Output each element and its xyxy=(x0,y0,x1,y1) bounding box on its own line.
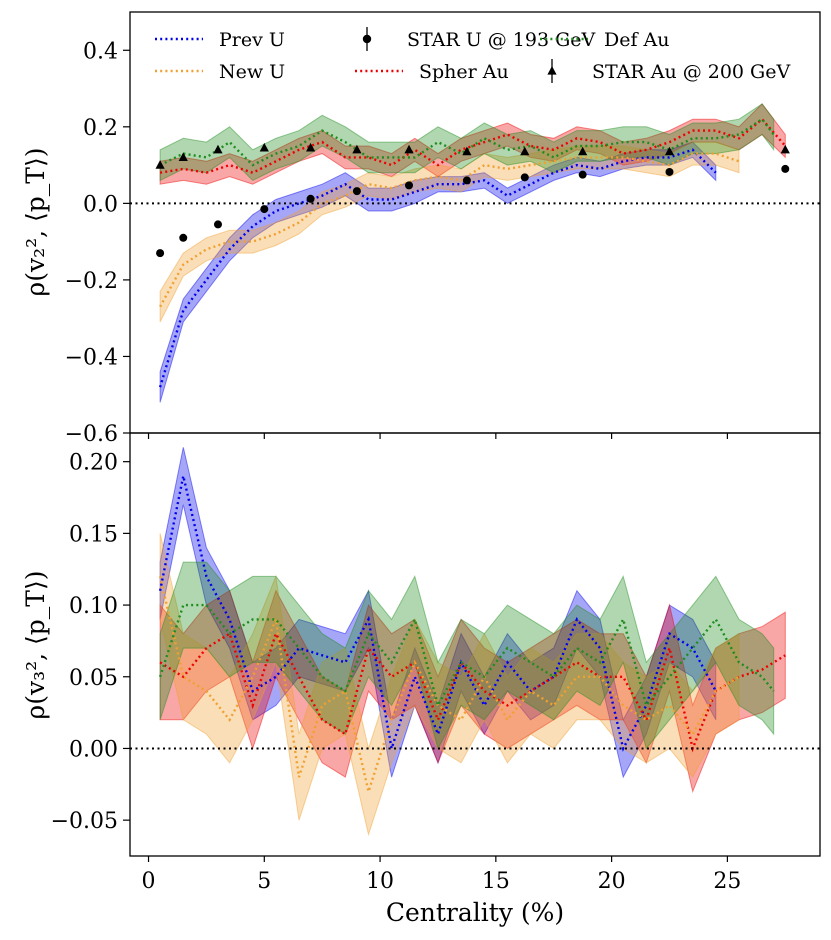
xtick-label: 25 xyxy=(713,869,741,894)
star-u-point xyxy=(156,249,165,258)
legend: Prev U New U STAR U @ 193 GeV Spher Au Def A… xyxy=(155,27,790,83)
top-ytick-label: −0.2 xyxy=(65,269,118,294)
star-au-point xyxy=(462,146,472,156)
star-u-point xyxy=(578,170,587,179)
legend-marker xyxy=(362,34,372,44)
x-axis-label: Centrality (%) xyxy=(386,898,564,927)
top-band-new-u xyxy=(159,141,740,323)
top-ytick-label: 0.2 xyxy=(83,116,118,141)
top-ytick-label: 0.0 xyxy=(83,192,118,217)
star-au-point xyxy=(352,144,362,154)
star-au-point xyxy=(259,142,269,152)
bot-line-def-au xyxy=(158,603,775,709)
top-y-ticks: −0.6 −0.4 −0.2 0.0 0.2 0.4 xyxy=(65,39,130,447)
legend-entry-new-u: New U xyxy=(155,61,285,83)
legend-entry-spher-au: Spher Au xyxy=(355,61,509,83)
legend-marker xyxy=(547,66,557,75)
star-au-point xyxy=(664,146,675,156)
top-line-new-u xyxy=(159,152,740,308)
top-panel: −0.6 −0.4 −0.2 0.0 0.2 0.4 ρ(v₂², ⟨p_T⟩) xyxy=(21,11,821,447)
star-u-point xyxy=(665,167,674,176)
star-au-point xyxy=(155,160,165,169)
bot-line-spher-au xyxy=(159,630,786,753)
legend-entry-def-au: Def Au xyxy=(540,29,670,51)
top-ytick-label: −0.6 xyxy=(65,422,118,447)
xtick-label: 0 xyxy=(142,869,156,894)
bottom-panel: −0.05 0.00 0.05 0.10 0.15 0.20 0 5 10 15 20 25 ρ(v… xyxy=(21,432,821,927)
bot-band-spher-au xyxy=(159,589,786,794)
star-u-point xyxy=(405,181,414,190)
bot-ytick-label: 0.20 xyxy=(69,451,118,476)
bot-band-prev-u xyxy=(159,447,717,779)
bot-ytick-label: 0.05 xyxy=(69,666,118,691)
star-au-point xyxy=(780,144,790,154)
bottom-y-axis-label: ρ(v₃², ⟨p_T⟩) xyxy=(21,571,50,720)
top-bands xyxy=(159,103,786,403)
star-u-point xyxy=(306,194,315,203)
xtick-label: 10 xyxy=(366,869,394,894)
star-u-point xyxy=(213,220,222,229)
star-au-point xyxy=(520,146,530,156)
xtick-label: 5 xyxy=(257,869,271,894)
bot-line-new-u xyxy=(158,576,740,797)
bot-ytick-label: −0.05 xyxy=(51,809,118,834)
legend-label: Def Au xyxy=(604,29,670,51)
legend-label: Spher Au xyxy=(419,61,509,83)
legend-label: STAR Au @ 200 GeV xyxy=(592,61,790,83)
legend-label: Prev U xyxy=(219,29,285,51)
top-line-def-au xyxy=(159,117,775,167)
star-au-point xyxy=(578,146,588,156)
legend-entry-star-au-200-gev: STAR Au @ 200 GeV xyxy=(547,59,790,83)
legend-entry-prev-u: Prev U xyxy=(155,29,285,51)
star-au-point xyxy=(178,152,188,162)
star-au-point xyxy=(213,144,223,154)
bottom-series-lines xyxy=(158,475,786,797)
legend-label: STAR U @ 193 GeV xyxy=(407,29,596,51)
bottom-y-ticks: −0.05 0.00 0.05 0.10 0.15 0.20 xyxy=(51,451,130,834)
star-u-point xyxy=(520,173,529,182)
bot-line-prev-u xyxy=(158,475,717,752)
top-star-points xyxy=(155,142,790,258)
star-u-point xyxy=(260,205,269,214)
xtick-label: 20 xyxy=(598,869,626,894)
star-u-point xyxy=(352,187,361,196)
bot-ytick-label: 0.00 xyxy=(69,737,118,762)
bottom-axes-frame xyxy=(129,432,821,857)
bot-band-def-au xyxy=(159,561,775,750)
legend-label: New U xyxy=(219,61,285,83)
bottom-x-ticks: 0 5 10 15 20 25 xyxy=(142,856,741,894)
xtick-label: 15 xyxy=(482,869,510,894)
bot-ytick-label: 0.15 xyxy=(69,522,118,547)
star-u-point xyxy=(781,164,790,173)
star-u-point xyxy=(462,176,471,185)
star-au-point xyxy=(306,142,316,152)
top-ytick-label: −0.4 xyxy=(65,345,118,370)
bot-ytick-label: 0.10 xyxy=(69,594,118,619)
top-line-prev-u xyxy=(158,148,717,388)
star-u-point xyxy=(179,233,188,242)
top-band-def-au xyxy=(159,103,775,182)
top-series-lines xyxy=(158,117,787,388)
top-y-axis-label: ρ(v₂², ⟨p_T⟩) xyxy=(21,148,50,297)
top-ytick-label: 0.4 xyxy=(83,39,118,64)
legend-entry-star-u-193-gev: STAR U @ 193 GeV xyxy=(362,27,596,51)
star-au-point xyxy=(404,144,414,154)
top-band-spher-au xyxy=(159,103,786,185)
top-x-ticks xyxy=(147,433,728,439)
